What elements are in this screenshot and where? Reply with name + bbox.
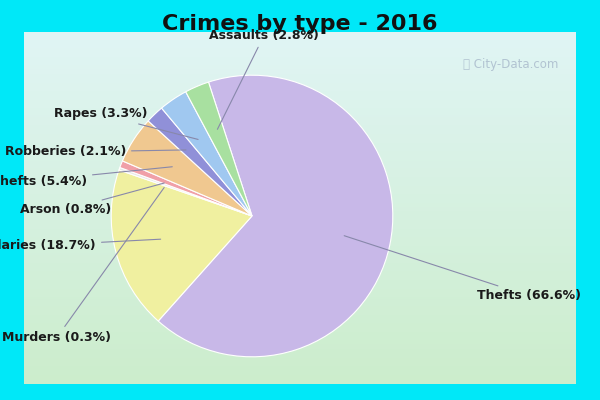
Text: Assaults (2.8%): Assaults (2.8%) (209, 29, 319, 129)
Text: Auto thefts (5.4%): Auto thefts (5.4%) (0, 167, 172, 188)
Text: ⓘ City-Data.com: ⓘ City-Data.com (463, 58, 558, 71)
Text: Arson (0.8%): Arson (0.8%) (20, 183, 164, 216)
Wedge shape (119, 168, 252, 216)
Text: Burglaries (18.7%): Burglaries (18.7%) (0, 239, 161, 252)
Wedge shape (111, 170, 252, 321)
Text: Crimes by type - 2016: Crimes by type - 2016 (162, 14, 438, 34)
Wedge shape (158, 75, 393, 357)
Text: Murders (0.3%): Murders (0.3%) (2, 188, 164, 344)
Text: Thefts (66.6%): Thefts (66.6%) (344, 236, 581, 302)
Wedge shape (186, 82, 252, 216)
Text: Robberies (2.1%): Robberies (2.1%) (5, 146, 186, 158)
Wedge shape (161, 92, 252, 216)
Text: Rapes (3.3%): Rapes (3.3%) (53, 108, 198, 140)
Wedge shape (148, 108, 252, 216)
Wedge shape (120, 161, 252, 216)
Wedge shape (122, 121, 252, 216)
